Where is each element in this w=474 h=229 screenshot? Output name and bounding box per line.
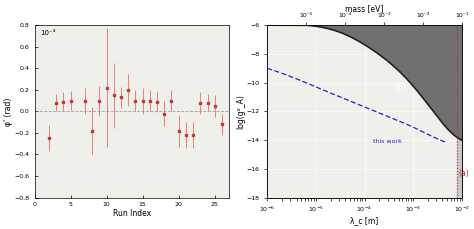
X-axis label: Run Index: Run Index (113, 209, 151, 218)
Text: 10⁻³: 10⁻³ (40, 30, 56, 36)
Y-axis label: φ' (rad): φ' (rad) (4, 97, 13, 125)
Y-axis label: log(g²_A): log(g²_A) (236, 94, 245, 129)
X-axis label: mass [eV]: mass [eV] (346, 4, 384, 13)
X-axis label: λ_c [m]: λ_c [m] (350, 216, 379, 225)
Text: (a): (a) (458, 169, 469, 178)
Text: this work: this work (373, 139, 402, 144)
Text: (b): (b) (394, 83, 406, 92)
